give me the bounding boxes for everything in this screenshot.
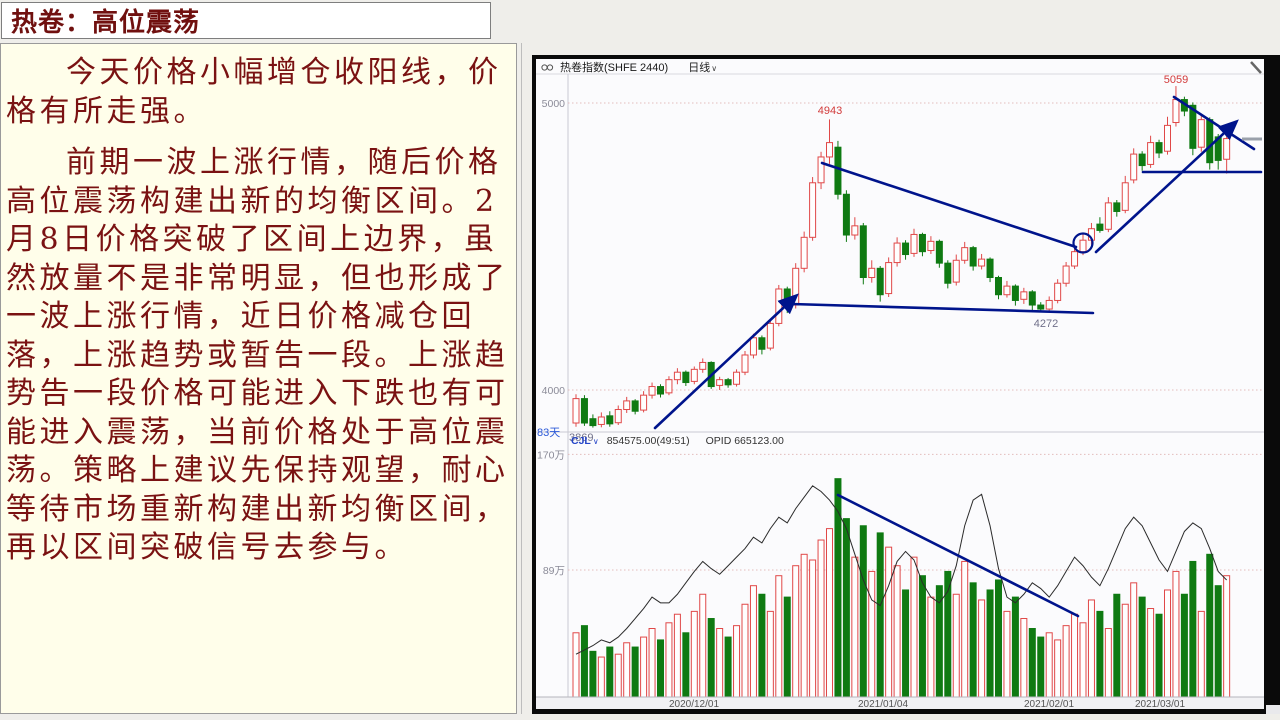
- indicator-value: 854575.00(49:51): [606, 434, 690, 447]
- period-dropdown[interactable]: 日线∨: [688, 62, 718, 74]
- svg-text:89万: 89万: [543, 565, 565, 577]
- panel-divider: [521, 43, 522, 714]
- svg-text:170万: 170万: [537, 449, 565, 461]
- svg-text:2021/02/01: 2021/02/01: [1024, 699, 1074, 710]
- price-chart-svg[interactable]: 5000 4000 170万 89万 4943 5059 4272 3869 83天 2020/1…: [532, 55, 1280, 714]
- title-bar: 热卷：高位震荡: [1, 2, 491, 39]
- svg-text:2021/01/04: 2021/01/04: [858, 699, 908, 710]
- svg-text:2021/03/01: 2021/03/01: [1135, 699, 1185, 710]
- svg-text:4943: 4943: [818, 105, 842, 117]
- analysis-paragraph-2: 前期一波上涨行情，随后价格高位震荡构建出新的均衡区间。2月8日价格突破了区间上边…: [6, 145, 509, 565]
- volume-subheader: CJL ∨ 854575.00(49:51) OPID 665123.00: [571, 434, 784, 447]
- svg-text:3869: 3869: [569, 432, 593, 444]
- indicator-dropdown[interactable]: CJL: [571, 434, 591, 447]
- chart-header: 热卷指数(SHFE 2440) 日线∨: [541, 60, 717, 74]
- svg-text:4272: 4272: [1034, 318, 1058, 330]
- chevron-down-icon: ∨: [592, 437, 599, 446]
- svg-text:2020/12/01: 2020/12/01: [669, 699, 719, 710]
- svg-text:5000: 5000: [542, 98, 566, 110]
- svg-text:5059: 5059: [1164, 74, 1188, 86]
- instrument-label: 热卷指数(SHFE 2440): [560, 62, 669, 74]
- svg-text:83天: 83天: [537, 427, 560, 439]
- analysis-panel: 今天价格小幅增仓收阳线，价格有所走强。 前期一波上涨行情，随后价格高位震荡构建出…: [0, 43, 517, 714]
- link-icon: [541, 63, 554, 71]
- analysis-paragraph-1: 今天价格小幅增仓收阳线，价格有所走强。: [6, 55, 502, 129]
- open-interest-value: OPID 665123.00: [705, 434, 784, 447]
- svg-text:4000: 4000: [542, 385, 566, 397]
- page-title: 热卷：高位震荡: [11, 8, 201, 38]
- chevron-down-icon: ∨: [711, 64, 718, 73]
